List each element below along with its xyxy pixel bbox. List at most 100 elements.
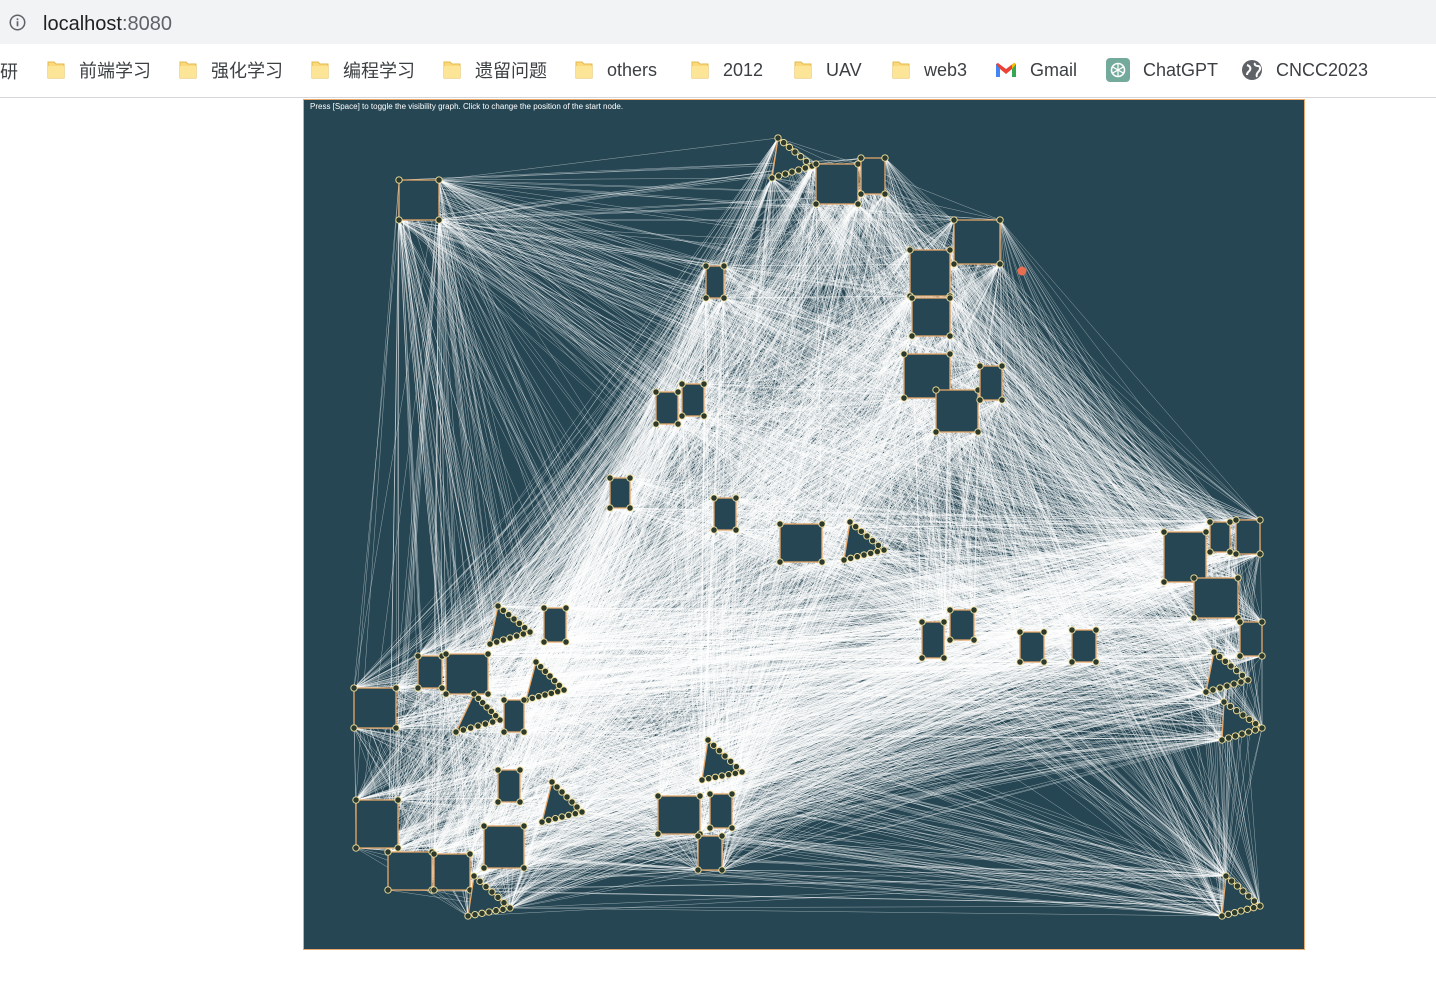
obstacle-vertex	[918, 618, 926, 626]
url-host: localhost	[43, 13, 122, 35]
obstacle-vertex	[976, 396, 984, 404]
obstacle-vertex	[678, 380, 686, 388]
obstacle-vertex	[946, 606, 954, 614]
bookmark-cncc2023[interactable]: CNCC2023	[1241, 58, 1368, 82]
obstacle-vertex	[606, 504, 614, 512]
obstacle-vertex	[558, 813, 566, 821]
visibility-graph-canvas[interactable]: Press [Space] to toggle the visibility g…	[303, 99, 1305, 950]
obstacle-vertex	[484, 690, 492, 698]
obstacle-vertex	[715, 747, 723, 755]
obstacle-vertex	[1251, 726, 1259, 734]
bookmark-folder-3[interactable]: 遗留问题	[442, 58, 547, 82]
obstacle-vertex	[1245, 715, 1253, 723]
bookmark-chatgpt[interactable]: ChatGPT	[1106, 58, 1218, 82]
obstacle-vertex	[541, 667, 549, 675]
obstacle-vertex	[494, 798, 502, 806]
bookmark-gmail[interactable]: Gmail	[995, 58, 1077, 82]
obstacle-vertex	[932, 386, 940, 394]
obstacle-vertex	[1210, 648, 1218, 656]
obstacle-vertex	[857, 527, 865, 535]
obstacle-vertex	[487, 707, 495, 715]
obstacle-vertex	[563, 793, 571, 801]
obstacle-vertex	[678, 412, 686, 420]
start-node[interactable]	[1017, 266, 1027, 276]
obstacle-17	[1163, 531, 1207, 583]
obstacle-vertex	[702, 262, 710, 270]
obstacle-vertex	[1040, 628, 1048, 636]
obstacle-vertex	[940, 654, 948, 662]
bookmark-2012[interactable]: 2012	[690, 58, 763, 82]
obstacle-vertex	[932, 428, 940, 436]
obstacle-vertex	[738, 768, 746, 776]
obstacle-5	[909, 249, 951, 297]
obstacle-vertex	[857, 190, 865, 198]
bookmark-folder-2[interactable]: 编程学习	[310, 58, 415, 82]
obstacle-vertex	[710, 741, 718, 749]
obstacle-vertex	[565, 811, 573, 819]
obstacle-vertex	[394, 844, 402, 852]
obstacle-vertex	[718, 772, 726, 780]
obstacle-vertex	[728, 790, 736, 798]
bookmark-truncated-label[interactable]: 研	[0, 62, 18, 83]
obstacle-vertex	[1258, 618, 1266, 626]
obstacle-46	[433, 853, 471, 891]
bookmark-folder-0[interactable]: 前端学习	[46, 58, 151, 82]
obstacle-vertex	[700, 380, 708, 388]
obstacle-vertex	[940, 618, 948, 626]
obstacle-vertex	[551, 677, 559, 685]
obstacle-vertex	[516, 766, 524, 774]
bookmark-uav[interactable]: UAV	[793, 58, 862, 82]
folder-icon	[891, 59, 924, 81]
omnibox[interactable]: localhost:8080	[0, 3, 1436, 41]
obstacle-vertex	[392, 724, 400, 732]
info-icon[interactable]	[9, 14, 26, 31]
obstacle-vertex	[812, 160, 820, 168]
obstacle-21	[1239, 621, 1263, 657]
obstacle-vertex	[1040, 658, 1048, 666]
obstacle-vertex	[700, 412, 708, 420]
bookmark-others[interactable]: others	[574, 58, 657, 82]
url-text[interactable]: localhost:8080	[43, 12, 172, 36]
obstacle-vertex	[652, 420, 660, 428]
obstacle-vertex	[520, 822, 528, 830]
obstacle-vertex	[1190, 614, 1198, 622]
obstacle-vertex	[492, 907, 500, 915]
obstacle-vertex	[727, 757, 735, 765]
obstacle-vertex	[852, 523, 860, 531]
obstacle-vertex	[489, 718, 497, 726]
obstacle-vertex	[846, 518, 854, 526]
obstacle-vertex	[706, 790, 714, 798]
obstacle-vertex	[918, 654, 926, 662]
obstacle-vertex	[908, 332, 916, 340]
obstacle-vertex	[520, 696, 528, 704]
obstacle-vertex	[863, 532, 871, 540]
obstacle-vertex	[480, 864, 488, 872]
obstacle-vertex	[352, 796, 360, 804]
visibility-graph-svg[interactable]	[304, 100, 1304, 949]
obstacle-vertex	[694, 866, 702, 874]
obstacle-vertex	[506, 904, 514, 912]
obstacle-vertex	[1068, 658, 1076, 666]
obstacle-27	[417, 655, 443, 689]
folder-icon	[46, 59, 79, 81]
obstacle-10	[705, 265, 725, 299]
obstacle-vertex	[474, 694, 482, 702]
obstacle-vertex	[521, 624, 529, 632]
obstacle-vertex	[718, 866, 726, 874]
bookmark-folder-1[interactable]: 强化学习	[178, 58, 283, 82]
obstacle-vertex	[774, 134, 782, 142]
bookmark-web3[interactable]: web3	[891, 58, 967, 82]
obstacle-vertex	[384, 886, 392, 894]
obstacle-vertex	[946, 294, 954, 302]
obstacle-41	[709, 793, 733, 829]
obstacle-vertex	[1220, 698, 1228, 706]
obstacle-45	[387, 851, 433, 891]
obstacle-vertex	[520, 728, 528, 736]
obstacle-vertex	[840, 556, 848, 564]
bookmark-label: 遗留问题	[475, 61, 547, 81]
obstacle-vertex	[452, 728, 460, 736]
obstacle-vertex	[392, 684, 400, 692]
obstacle-vertex	[485, 908, 493, 916]
obstacle-vertex	[776, 520, 784, 528]
obstacle-vertex	[900, 350, 908, 358]
